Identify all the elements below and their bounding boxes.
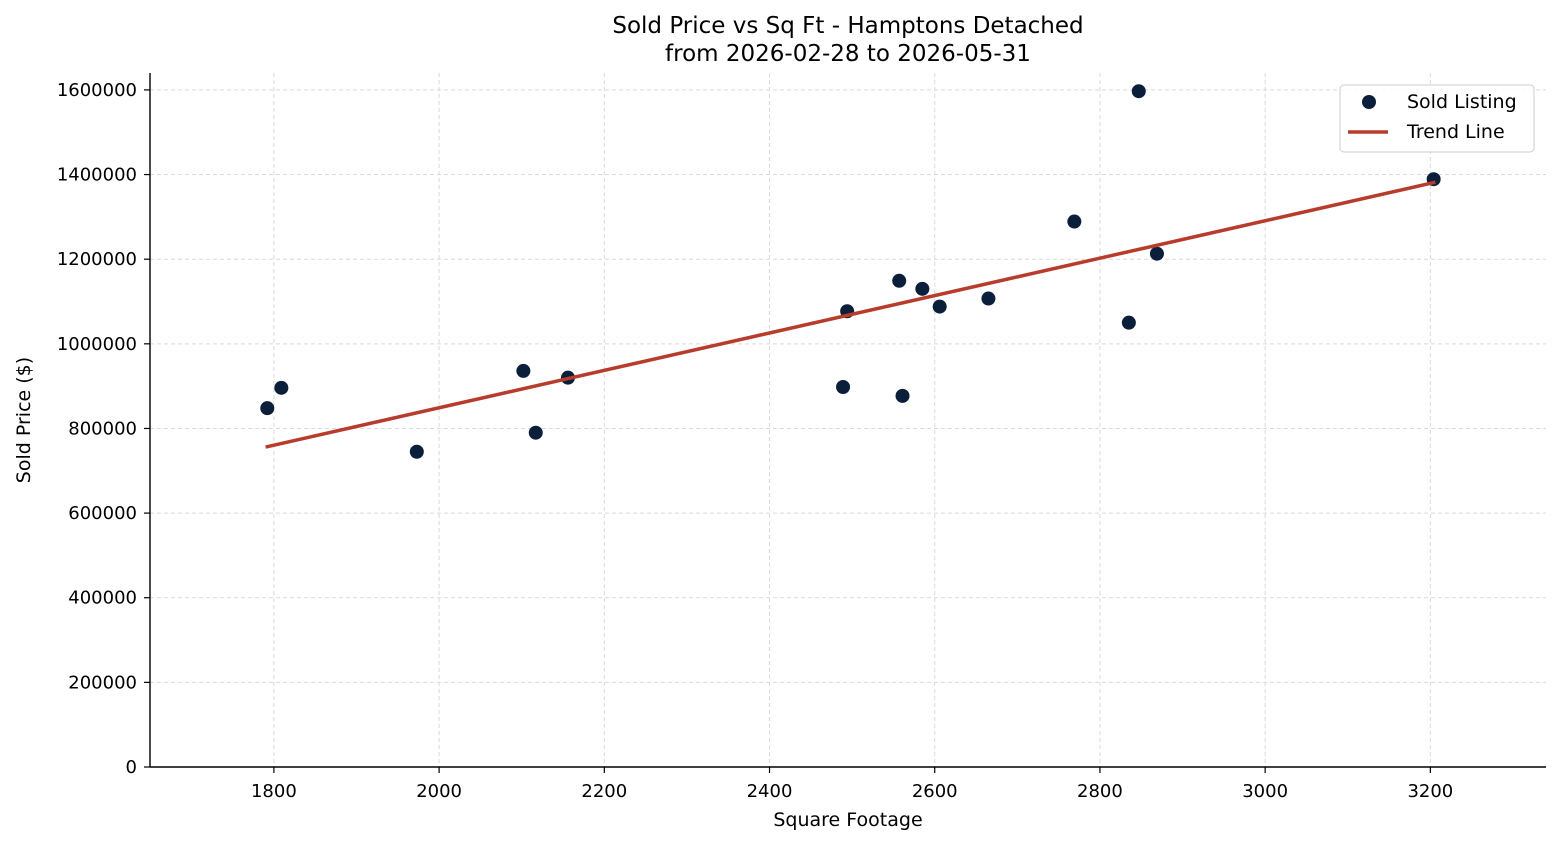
y-tick-label: 1000000 bbox=[57, 334, 137, 355]
y-tick-label: 800000 bbox=[68, 418, 137, 439]
sold-listing-point bbox=[516, 363, 531, 378]
sold-listing-point bbox=[932, 299, 947, 314]
legend-label-sold-listing: Sold Listing bbox=[1407, 91, 1517, 113]
sold-listing-point bbox=[1121, 315, 1136, 330]
y-axis-label: Sold Price ($) bbox=[13, 357, 35, 483]
trend-line bbox=[265, 180, 1436, 449]
y-tick-label: 1200000 bbox=[57, 249, 137, 270]
legend-marker-sold-listing bbox=[1362, 95, 1376, 109]
x-tick-label: 2400 bbox=[747, 781, 793, 802]
x-tick-label: 2200 bbox=[581, 781, 627, 802]
grid bbox=[150, 73, 1546, 768]
x-tick-label: 2000 bbox=[416, 781, 462, 802]
legend: Sold Listing Trend Line bbox=[1339, 84, 1535, 153]
sold-listing-point bbox=[895, 388, 910, 403]
chart-subtitle: from 2026-02-28 to 2026-05-31 bbox=[665, 41, 1031, 67]
sold-listing-point bbox=[836, 379, 851, 394]
sold-listing-point bbox=[1067, 214, 1082, 229]
axes: 1800 2000 2200 2400 2600 2800 3000 3200 0 200000 4… bbox=[57, 73, 1546, 802]
sold-listing-point bbox=[981, 291, 996, 306]
sold-listing-point bbox=[528, 425, 543, 440]
series-layer bbox=[260, 84, 1441, 459]
sold-listing-point bbox=[915, 281, 930, 296]
sold-listing-point bbox=[260, 401, 275, 416]
y-tick-label: 200000 bbox=[68, 672, 137, 693]
y-tick-label: 1400000 bbox=[57, 165, 137, 186]
x-axis-label: Square Footage bbox=[773, 809, 922, 831]
x-tick-label: 1800 bbox=[251, 781, 297, 802]
x-tick-label: 2600 bbox=[912, 781, 958, 802]
x-tick-label: 2800 bbox=[1077, 781, 1123, 802]
sold-listing-point bbox=[274, 380, 289, 395]
y-tick-label: 400000 bbox=[68, 588, 137, 609]
y-tick-label: 600000 bbox=[68, 503, 137, 524]
y-tick-label: 0 bbox=[126, 757, 137, 778]
y-tick-label: 1600000 bbox=[57, 80, 137, 101]
legend-box bbox=[1339, 84, 1535, 153]
x-tick-label: 3200 bbox=[1407, 781, 1453, 802]
x-tick-label: 3000 bbox=[1242, 781, 1288, 802]
sold-listing-point bbox=[892, 273, 907, 288]
sold-listing-point bbox=[1131, 84, 1146, 99]
sold-listing-point bbox=[409, 444, 424, 459]
legend-label-trend-line: Trend Line bbox=[1406, 121, 1505, 143]
sold-listing-point bbox=[1149, 246, 1164, 261]
chart-title: Sold Price vs Sq Ft - Hamptons Detached bbox=[612, 13, 1083, 39]
